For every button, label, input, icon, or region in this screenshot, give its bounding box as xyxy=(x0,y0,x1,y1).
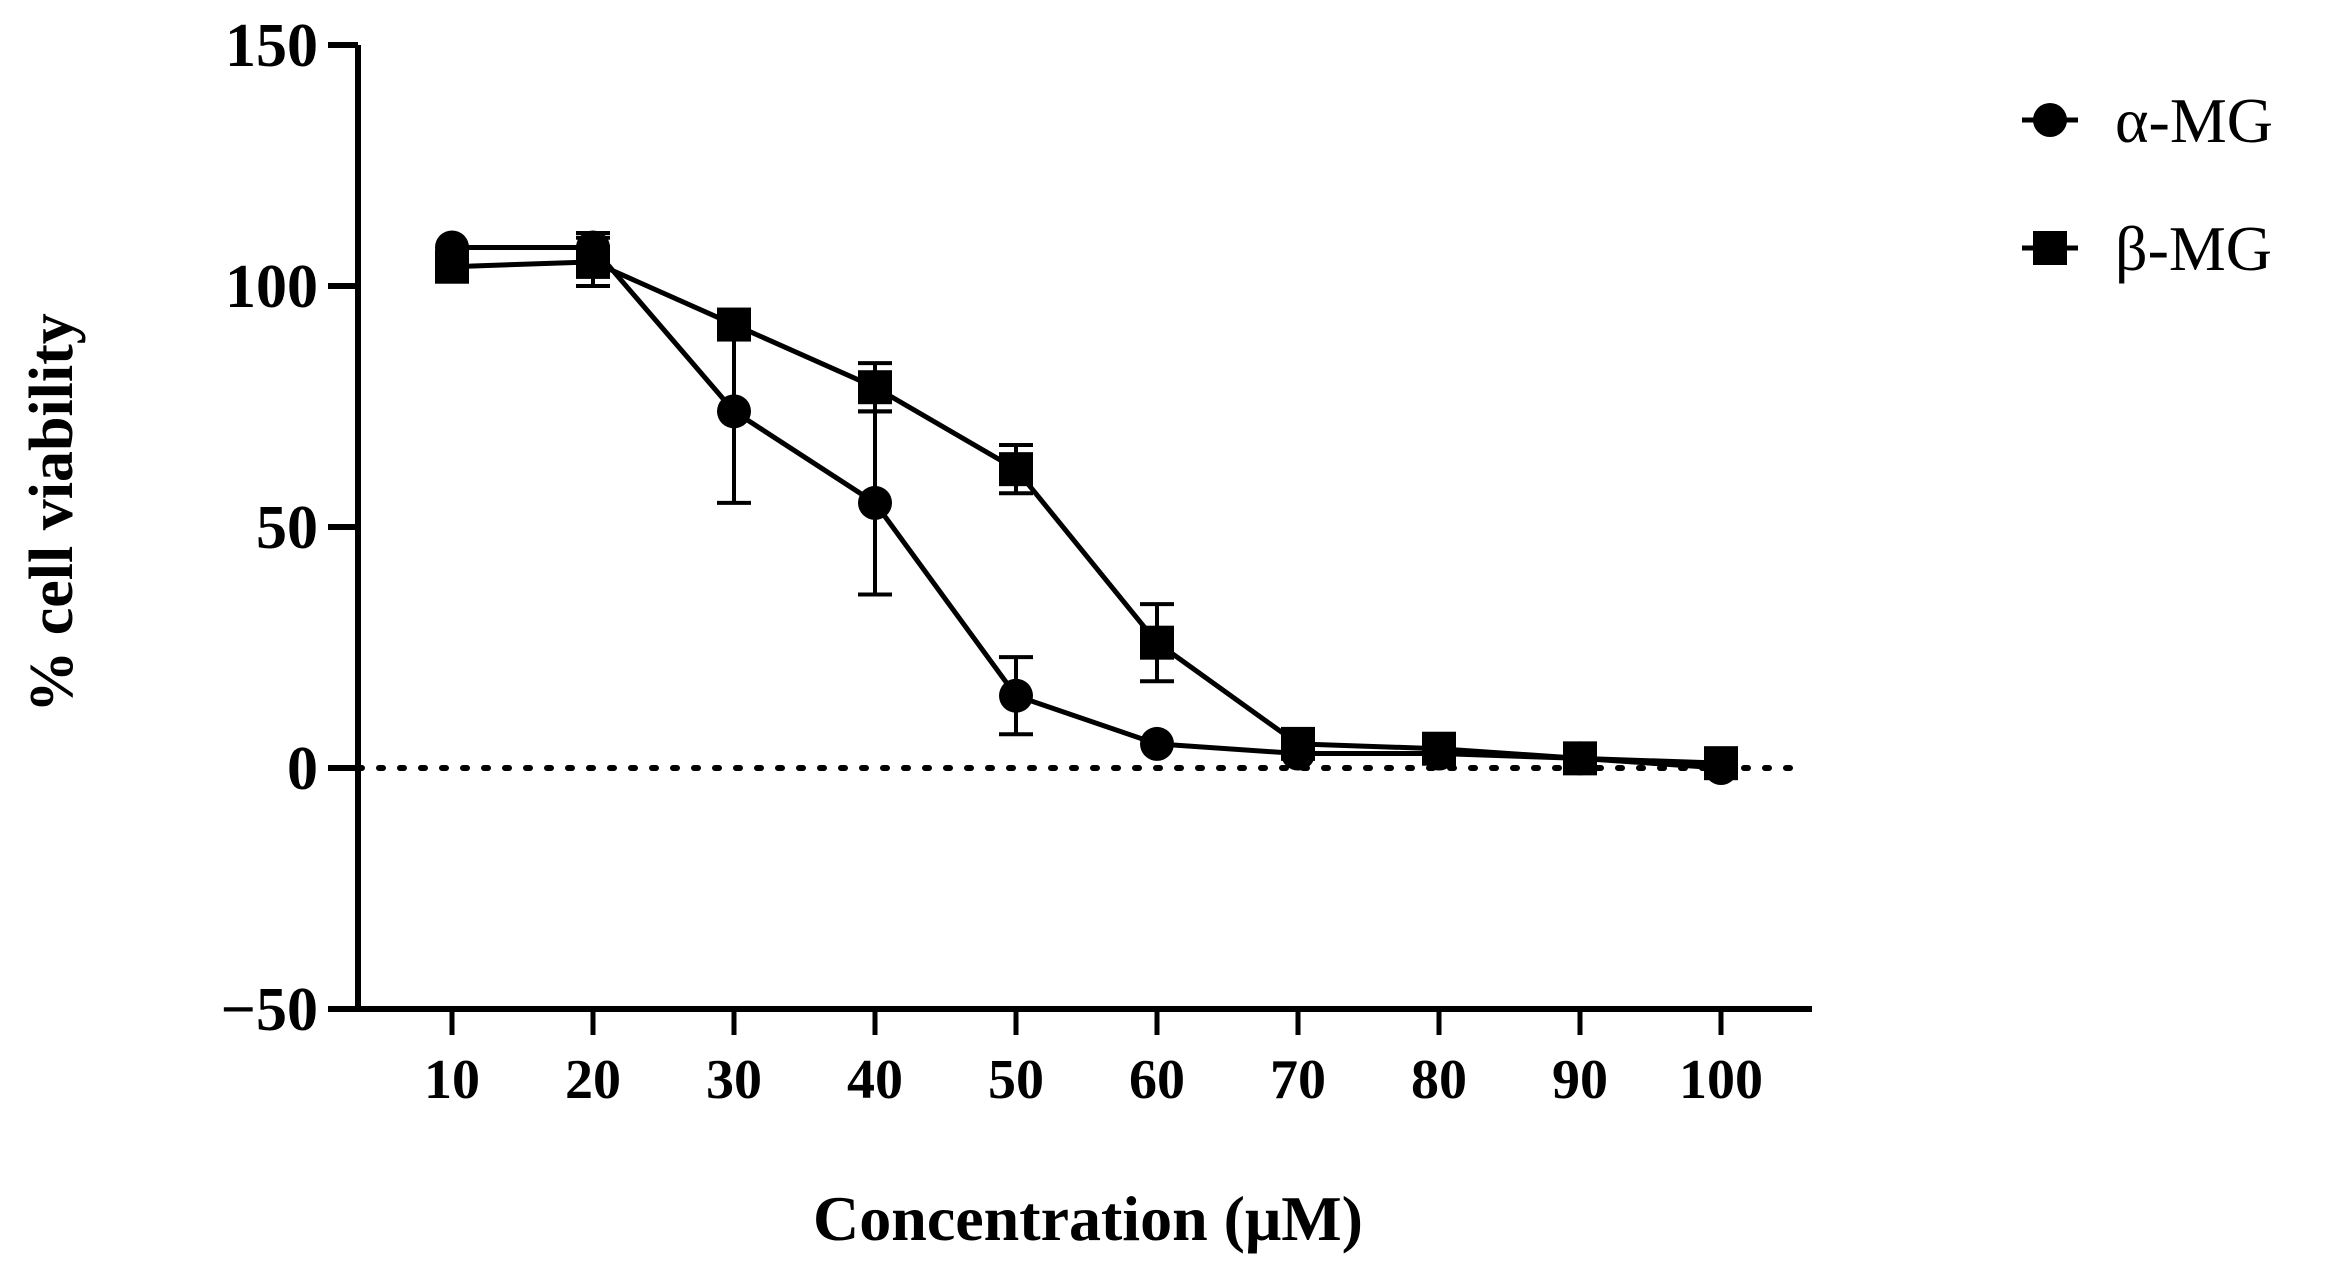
series-line xyxy=(451,259,1722,766)
data-point xyxy=(999,678,1033,713)
data-point xyxy=(999,452,1033,487)
data-point xyxy=(1563,741,1597,776)
x-tick-label: 10 xyxy=(424,1049,480,1111)
data-point xyxy=(1704,746,1738,781)
series-beta-mg xyxy=(435,235,1738,781)
x-tick-label: 70 xyxy=(1270,1049,1326,1111)
y-tick-label: 150 xyxy=(225,12,318,80)
y-tick-label: 100 xyxy=(225,253,318,321)
data-point xyxy=(858,370,892,405)
y-tick-label: 50 xyxy=(256,494,318,562)
x-tick-label: 20 xyxy=(565,1049,621,1111)
x-tick-label: 60 xyxy=(1129,1049,1185,1111)
legend-label: β-MG xyxy=(2115,213,2272,284)
x-tick-label: 30 xyxy=(706,1049,762,1111)
data-point xyxy=(858,485,892,520)
x-tick-label: 40 xyxy=(847,1049,903,1111)
data-point xyxy=(1140,625,1174,660)
data-point xyxy=(1140,726,1174,761)
x-axis-title: Concentration (μM) xyxy=(813,1183,1363,1254)
legend: α-MG β-MG xyxy=(2022,85,2273,284)
series-line xyxy=(452,244,1722,771)
data-point xyxy=(717,394,751,429)
x-tick-label: 100 xyxy=(1679,1049,1763,1111)
data-point xyxy=(717,307,751,342)
legend-marker-circle xyxy=(2033,103,2067,137)
x-tick-label: 50 xyxy=(988,1049,1044,1111)
y-axis-title: % cell viability xyxy=(18,313,86,713)
data-point xyxy=(1281,726,1315,761)
legend-marker-square xyxy=(2033,231,2067,265)
data-point xyxy=(576,244,610,279)
series-alpha-mg xyxy=(435,230,1738,785)
data-point xyxy=(1422,731,1456,766)
y-tick-label: 0 xyxy=(287,735,318,803)
x-tick-label: 90 xyxy=(1552,1049,1608,1111)
data-point xyxy=(435,249,469,284)
plot-area: −50 0 50 100 150 10 20 30 40 50 60 70 80 90 100 xyxy=(221,12,1812,1111)
x-tick-label: 80 xyxy=(1411,1049,1467,1111)
legend-label: α-MG xyxy=(2115,85,2273,156)
y-tick-label: −50 xyxy=(221,976,318,1044)
